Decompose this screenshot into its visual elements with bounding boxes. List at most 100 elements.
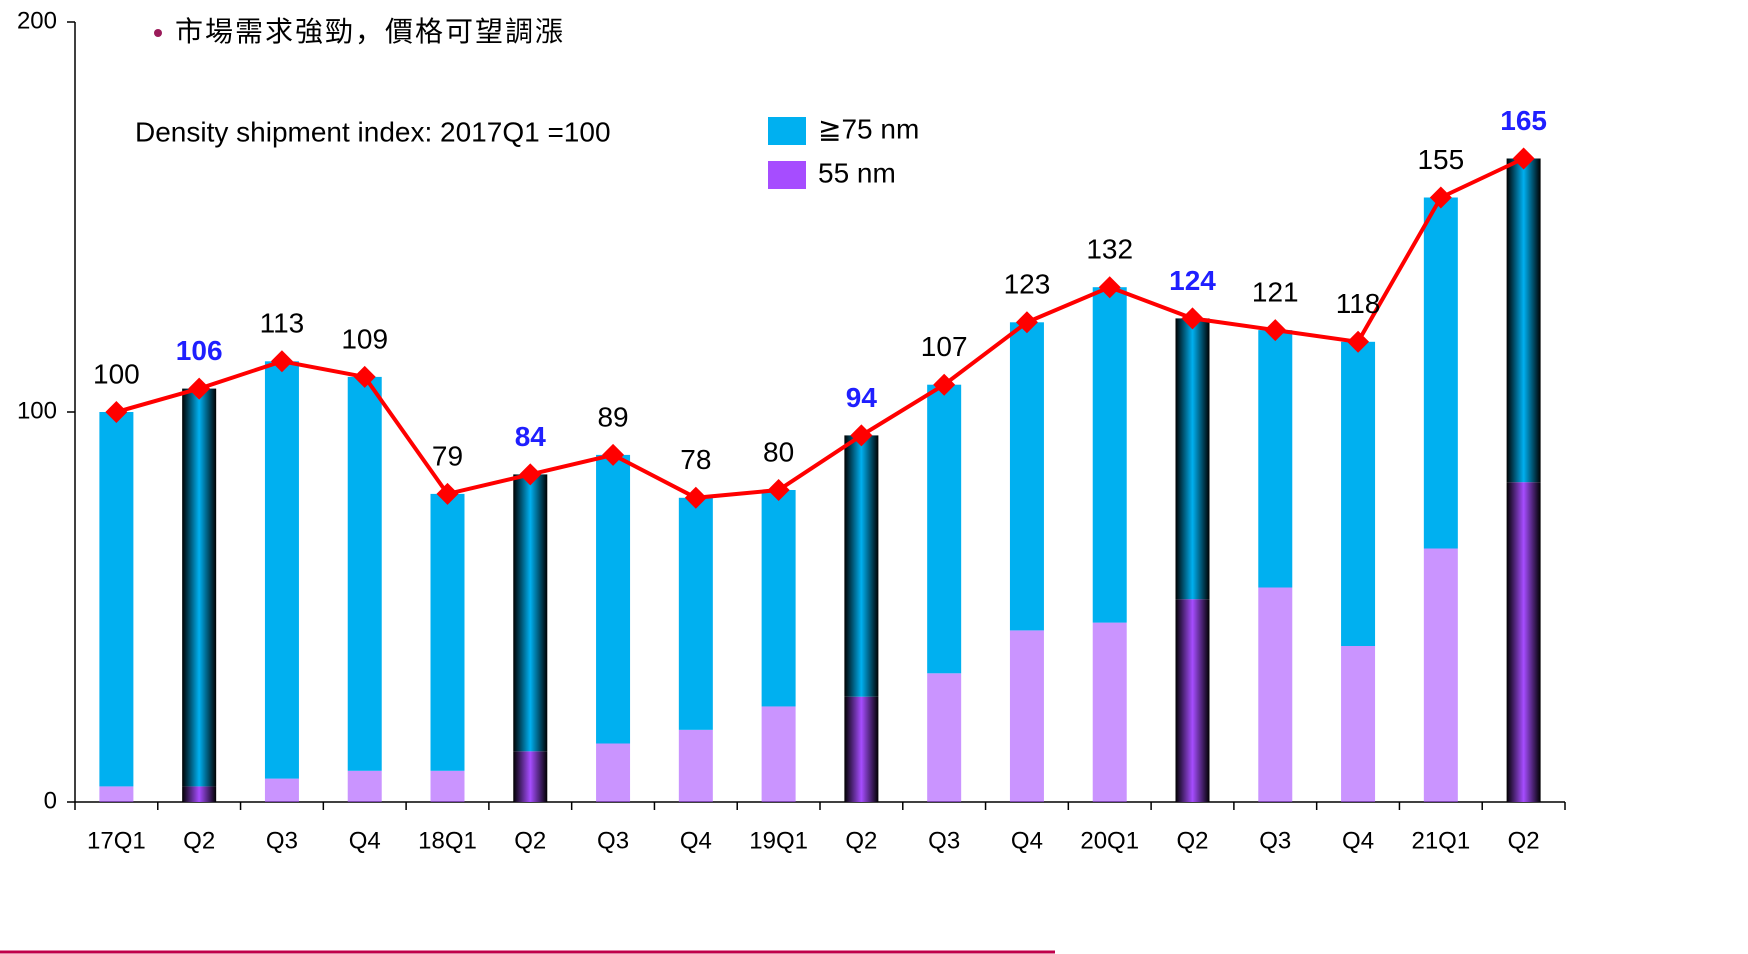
data-label: 121: [1252, 276, 1299, 307]
data-label: 109: [341, 323, 388, 354]
bar-segment: [1258, 330, 1293, 588]
line-marker: [436, 482, 459, 505]
line-marker: [602, 443, 625, 466]
x-tick-label: Q4: [349, 827, 381, 854]
data-label: 124: [1169, 265, 1216, 296]
bullet-text: 市場需求強勁，價格可望調漲: [175, 15, 565, 48]
data-label: 113: [260, 308, 305, 339]
data-label: 100: [93, 358, 140, 389]
data-label: 78: [680, 444, 711, 475]
x-tick-label: Q4: [1342, 827, 1374, 854]
bar-segment: [761, 490, 796, 707]
line-marker: [1098, 276, 1121, 299]
bar-segment: [596, 743, 631, 802]
data-label: 118: [1336, 288, 1381, 319]
y-tick-label: 100: [17, 397, 57, 424]
x-tick-label: Q2: [1176, 827, 1208, 854]
bar-segment: [182, 388, 217, 787]
data-label: 84: [515, 421, 547, 452]
line-marker: [105, 401, 128, 423]
x-tick-label: Q3: [597, 827, 629, 854]
legend-label: ≧75 nm: [818, 113, 919, 144]
bar-segment: [927, 673, 962, 802]
data-label: 165: [1500, 105, 1547, 136]
line-marker: [270, 350, 293, 373]
data-label: 132: [1086, 234, 1133, 265]
bar-segment: [1341, 341, 1376, 646]
x-tick-label: 21Q1: [1411, 827, 1470, 854]
bar-segment: [1009, 630, 1044, 802]
line-marker: [684, 486, 707, 509]
bar-segment: [678, 729, 713, 802]
bar-segment: [678, 497, 713, 730]
line-marker: [850, 424, 873, 447]
bar-segment: [347, 770, 382, 802]
bar-segment: [1258, 587, 1293, 802]
bar-segment: [1175, 318, 1210, 600]
x-tick-label: Q4: [680, 827, 712, 854]
bar-segment: [844, 696, 879, 802]
data-label: 123: [1004, 269, 1051, 300]
line-marker: [1015, 311, 1038, 334]
annotation: Density shipment index: 2017Q1 =100: [135, 116, 611, 147]
x-tick-label: Q3: [266, 827, 298, 854]
bar-segment: [1423, 548, 1458, 802]
data-label: 79: [432, 440, 463, 471]
x-tick-label: Q2: [514, 827, 546, 854]
bar-segment: [1175, 599, 1210, 802]
x-tick-label: Q4: [1011, 827, 1043, 854]
bar-segment: [596, 454, 631, 744]
line-marker: [519, 463, 542, 486]
bar-segment: [99, 412, 134, 787]
x-tick-label: Q2: [1508, 827, 1540, 854]
bar-segment: [182, 786, 217, 802]
data-label: 107: [921, 331, 968, 362]
bar-segment: [430, 770, 465, 802]
bar-segment: [761, 706, 796, 802]
total-line: [115, 156, 1525, 500]
line-marker: [353, 365, 376, 388]
data-label: 106: [176, 335, 223, 366]
bar-segment: [99, 786, 134, 802]
line-marker: [1264, 319, 1287, 342]
bar-segment: [1009, 322, 1044, 631]
bar-segment: [1506, 158, 1541, 483]
data-label: 94: [846, 382, 878, 413]
line-marker: [933, 373, 956, 396]
y-tick-label: 0: [44, 787, 57, 814]
x-tick-label: Q3: [1259, 827, 1291, 854]
legend-swatch: [768, 161, 806, 189]
bar-segment: [1092, 622, 1127, 802]
legend-label: 55 nm: [818, 157, 896, 188]
bar-segment: [844, 435, 879, 697]
x-tick-label: 18Q1: [418, 827, 477, 854]
bar-segment: [513, 751, 548, 802]
x-tick-label: 17Q1: [87, 827, 146, 854]
bar-segment: [1092, 287, 1127, 623]
x-tick-label: Q2: [845, 827, 877, 854]
bullet-dot: [154, 29, 162, 37]
line-marker: [1181, 307, 1204, 330]
bar-segment: [1423, 197, 1458, 549]
data-label: 89: [597, 401, 628, 432]
data-label: 80: [763, 436, 794, 467]
x-tick-label: 19Q1: [749, 827, 808, 854]
line-marker: [188, 377, 211, 400]
line-marker: [1347, 330, 1370, 353]
bar-segment: [1506, 482, 1541, 802]
x-tick-label: Q3: [928, 827, 960, 854]
line-marker: [1429, 186, 1452, 209]
legend-swatch: [768, 117, 806, 145]
x-tick-label: Q2: [183, 827, 215, 854]
bar-segment: [264, 361, 299, 779]
x-tick-label: 20Q1: [1080, 827, 1139, 854]
bar-segment: [430, 493, 465, 771]
bar-segment: [264, 778, 299, 802]
bar-segment: [347, 376, 382, 771]
line-marker: [1512, 147, 1535, 170]
line-marker: [767, 479, 790, 501]
y-tick-label: 200: [17, 7, 57, 34]
bar-segment: [927, 384, 962, 674]
data-label: 155: [1417, 144, 1464, 175]
